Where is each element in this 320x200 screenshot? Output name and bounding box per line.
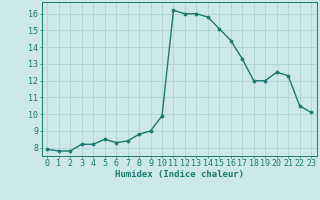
X-axis label: Humidex (Indice chaleur): Humidex (Indice chaleur) (115, 170, 244, 179)
